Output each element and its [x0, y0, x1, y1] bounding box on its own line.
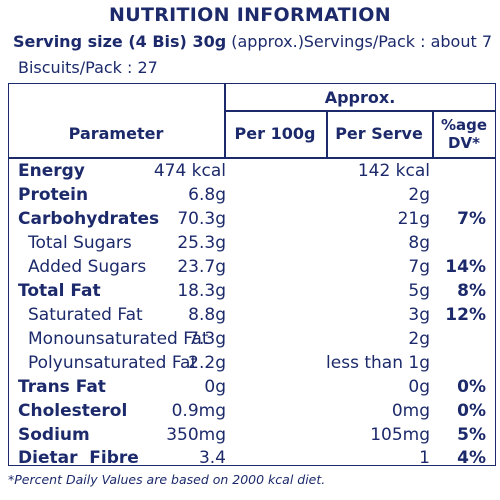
column-divider: [326, 110, 328, 158]
column-header-per-serve: Per Serve: [335, 124, 423, 143]
table-row: Added Sugars 23.7g 7g 14%: [8, 256, 496, 280]
row-per100g: 6.8g: [188, 185, 226, 205]
biscuits-per-pack: Biscuits/Pack : 27: [18, 58, 158, 77]
row-per100g: 0g: [204, 377, 226, 397]
column-divider: [224, 83, 226, 158]
table-row: Monounsaturated Fat 7.3g 2g: [8, 328, 496, 352]
serving-size: Serving size (4 Bis) 30g (approx.): [13, 32, 304, 51]
table-row: Carbohydrates 70.3g 21g 7%: [8, 208, 496, 232]
row-per-serve: 21g: [397, 209, 430, 229]
row-per100g: 3.4: [198, 448, 226, 468]
row-per-serve: 8g: [408, 233, 430, 253]
row-parameter: Energy: [18, 161, 85, 181]
row-dv: 0%: [457, 401, 486, 421]
row-per100g: 8.8g: [188, 305, 226, 325]
column-divider: [432, 110, 434, 158]
row-dv: 0%: [457, 377, 486, 397]
row-parameter: Polyunsaturated Fat: [28, 353, 198, 373]
row-per100g: 350mg: [166, 425, 226, 445]
header-divider: [8, 157, 496, 159]
table-row: Total Fat 18.3g 5g 8%: [8, 280, 496, 304]
row-per-serve: 5g: [408, 281, 430, 301]
row-per-serve: 0mg: [391, 401, 430, 421]
row-dv: 5%: [457, 425, 486, 445]
table-row: Cholesterol 0.9mg 0mg 0%: [8, 400, 496, 424]
row-per100g: 2.2g: [188, 353, 226, 373]
row-per100g: 23.7g: [177, 257, 226, 277]
row-parameter: Cholesterol: [18, 401, 128, 421]
row-dv: 7%: [457, 209, 486, 229]
row-per-serve: 3g: [408, 305, 430, 325]
approx-divider: [224, 110, 496, 112]
row-parameter: Added Sugars: [28, 257, 147, 277]
row-per-serve: less than 1g: [326, 353, 430, 373]
row-parameter: Carbohydrates: [18, 209, 160, 229]
row-parameter: Total Sugars: [28, 233, 132, 253]
row-parameter: Dietar Fibre: [18, 448, 139, 468]
servings-per-pack: Servings/Pack : about 7: [303, 32, 492, 51]
row-per100g: 18.3g: [177, 281, 226, 301]
row-per-serve: 105mg: [370, 425, 430, 445]
row-per-serve: 142 kcal: [357, 161, 430, 181]
column-header-per100g: Per 100g: [234, 124, 316, 143]
row-parameter: Monounsaturated Fat: [28, 329, 209, 349]
dv-header-line1: %age: [440, 116, 488, 134]
label-title: NUTRITION INFORMATION: [109, 4, 391, 26]
row-per100g: 7.3g: [188, 329, 226, 349]
row-per-serve: 2g: [408, 329, 430, 349]
table-row: Total Sugars 25.3g 8g: [8, 232, 496, 256]
column-header-parameter: Parameter: [68, 124, 164, 143]
table-row: Protein 6.8g 2g: [8, 184, 496, 208]
row-per-serve: 1: [419, 448, 430, 468]
table-row: Sodium 350mg 105mg 5%: [8, 424, 496, 448]
nutrition-table: [8, 83, 496, 466]
table-row: Dietar Fibre 3.4 1 4%: [8, 447, 496, 471]
footnote: *Percent Daily Values are based on 2000 …: [8, 472, 326, 487]
table-row: Energy 474 kcal 142 kcal: [8, 160, 496, 184]
row-dv: 8%: [457, 281, 486, 301]
table-row: Saturated Fat 8.8g 3g 12%: [8, 304, 496, 328]
table-row: Polyunsaturated Fat 2.2g less than 1g: [8, 352, 496, 376]
row-dv: 4%: [457, 448, 486, 468]
row-parameter: Trans Fat: [18, 377, 106, 397]
row-parameter: Sodium: [18, 425, 90, 445]
row-per100g: 474 kcal: [153, 161, 226, 181]
row-parameter: Total Fat: [18, 281, 101, 301]
row-dv: 14%: [445, 257, 486, 277]
row-per100g: 70.3g: [177, 209, 226, 229]
row-per100g: 25.3g: [177, 233, 226, 253]
row-dv: 12%: [445, 305, 486, 325]
serving-size-note: (approx.): [231, 32, 304, 51]
row-parameter: Protein: [18, 185, 89, 205]
serving-size-label: Serving size (4 Bis) 30g: [13, 32, 227, 51]
row-per100g: 0.9mg: [171, 401, 226, 421]
row-per-serve: 7g: [408, 257, 430, 277]
column-header-dv: %age DV*: [432, 116, 496, 152]
row-parameter: Saturated Fat: [28, 305, 143, 325]
approx-header: Approx.: [324, 88, 396, 107]
row-per-serve: 2g: [408, 185, 430, 205]
dv-header-line2: DV*: [448, 134, 480, 152]
table-row: Trans Fat 0g 0g 0%: [8, 376, 496, 400]
row-per-serve: 0g: [408, 377, 430, 397]
